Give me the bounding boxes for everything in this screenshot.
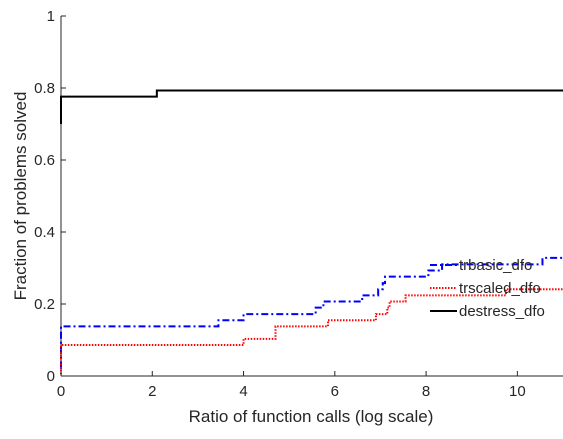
y-axis-label: Fraction of problems solved <box>11 92 30 301</box>
x-tick-label: 10 <box>509 383 526 400</box>
y-axis-ticks: 0 0.2 0.4 0.6 0.8 1 <box>34 8 66 385</box>
y-tick-label: 0 <box>47 368 55 385</box>
series-group <box>60 89 563 375</box>
series-line-trscaled-dfo <box>60 288 563 375</box>
series-line-destress-dfo <box>60 89 563 124</box>
x-axis-ticks: 0 2 4 6 8 10 <box>57 371 526 400</box>
y-tick-label: 1 <box>47 8 55 25</box>
plot-area <box>60 16 563 377</box>
series-line-trbasic-dfo <box>60 256 563 369</box>
x-tick-label: 8 <box>422 383 430 400</box>
x-tick-label: 2 <box>148 383 156 400</box>
y-tick-label: 0.8 <box>34 80 55 97</box>
legend-label-destress-dfo: destress_dfo <box>459 303 545 320</box>
legend-label-trbasic-dfo: trbasic_dfo <box>459 257 532 274</box>
y-tick-label: 0.2 <box>34 296 55 313</box>
x-tick-label: 0 <box>57 383 65 400</box>
legend-label-trscaled-dfo: trscaled_dfo <box>459 280 541 297</box>
y-tick-label: 0.6 <box>34 152 55 169</box>
x-tick-label: 4 <box>239 383 247 400</box>
y-tick-label: 0.4 <box>34 224 55 241</box>
x-axis-label: Ratio of function calls (log scale) <box>189 407 434 426</box>
x-tick-label: 6 <box>331 383 339 400</box>
legend: trbasic_dfo trscaled_dfo destress_dfo <box>430 257 545 320</box>
